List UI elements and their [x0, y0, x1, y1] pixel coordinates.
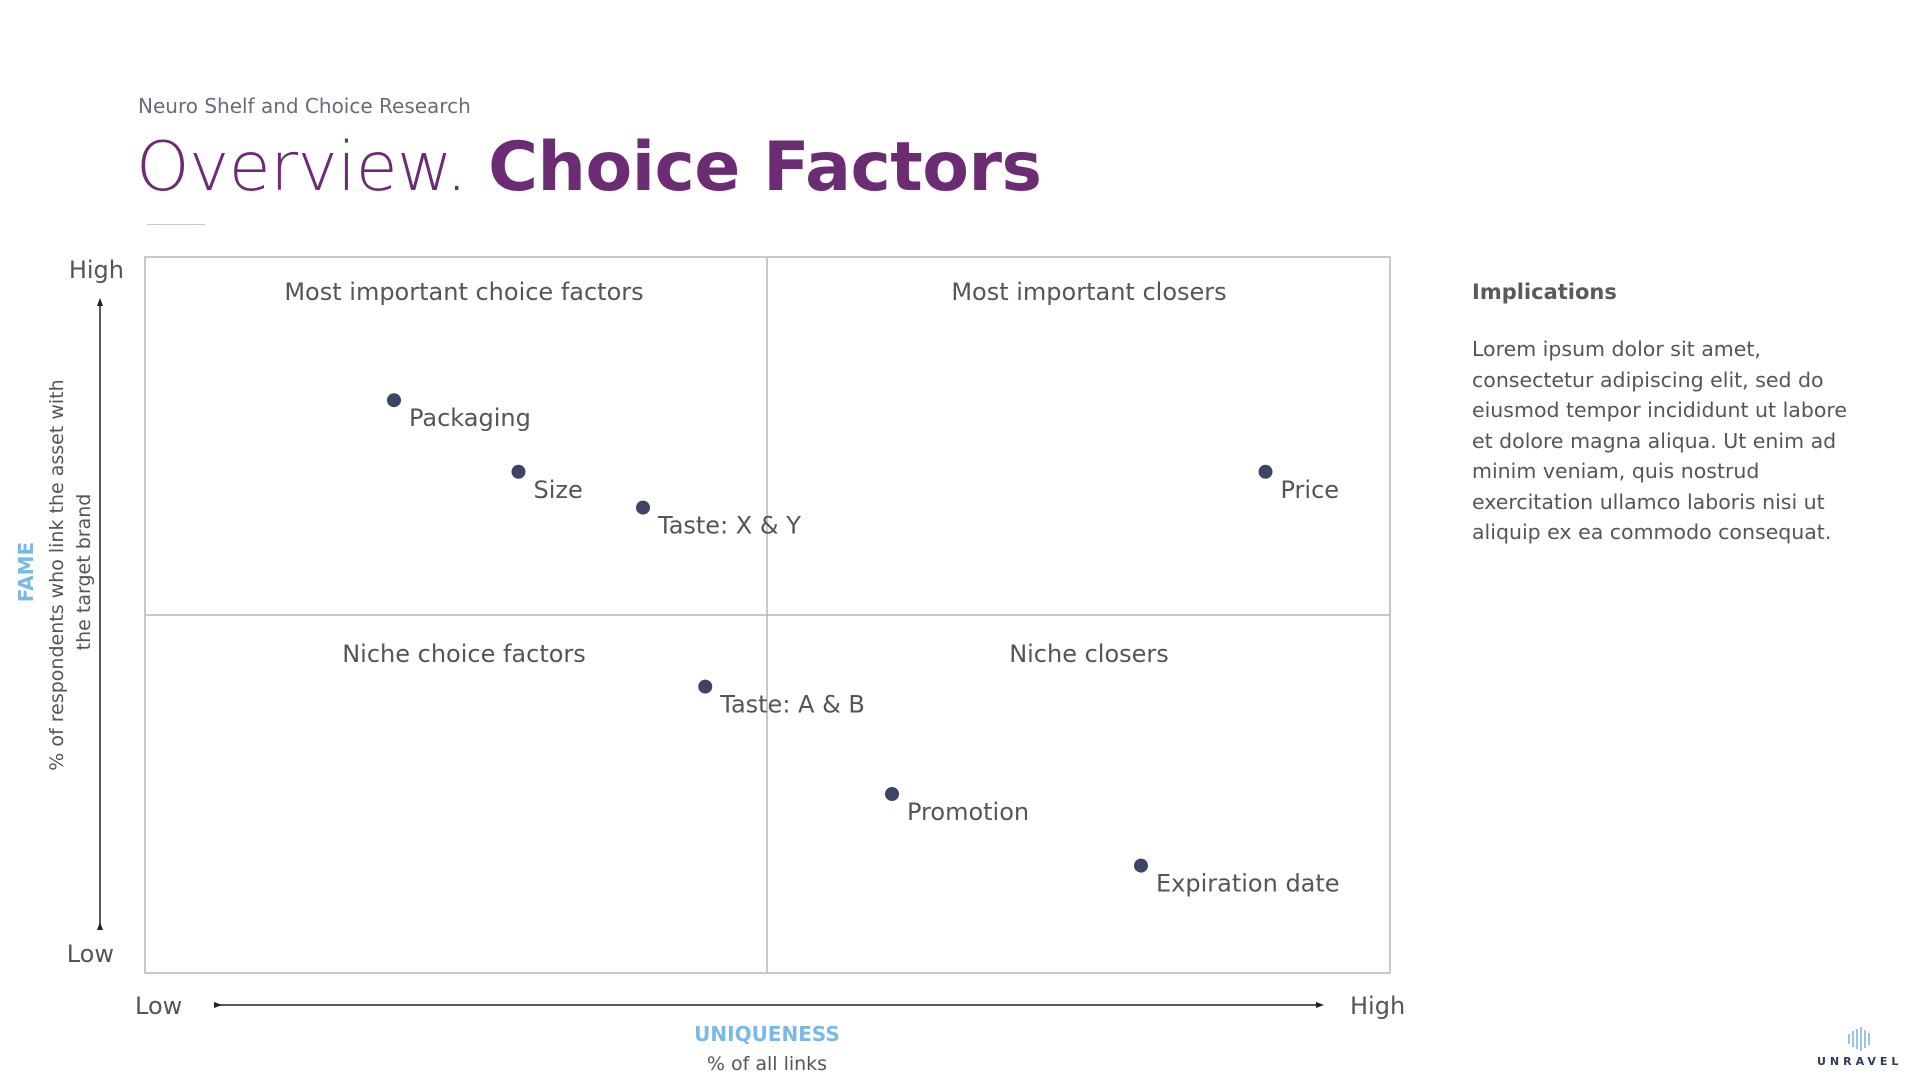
- quadrant-label-bottom-left: Niche choice factors: [342, 640, 586, 668]
- data-point: [511, 464, 526, 479]
- data-point-label: Price: [1281, 476, 1340, 504]
- quadrant-label-top-left: Most important choice factors: [284, 278, 643, 306]
- data-point: [885, 787, 899, 801]
- page-title-bold: Choice Factors: [488, 128, 1042, 207]
- data-points: Packaging Size Taste: X & Y Price Taste: A &…: [387, 393, 1340, 898]
- data-point-label: Packaging: [409, 404, 531, 432]
- logo-wordmark: UNRAVEL: [1817, 1055, 1903, 1068]
- page-title: Overview. Choice Factors: [136, 128, 1042, 208]
- y-axis-subtitle-line-1: % of respondents who link the asset with: [46, 379, 68, 770]
- data-point-label: Expiration date: [1156, 870, 1340, 898]
- quadrant-label-top-right: Most important closers: [951, 278, 1226, 306]
- x-axis-title: UNIQUENESS: [694, 1022, 840, 1046]
- y-axis-low-label: Low: [67, 940, 114, 968]
- quadrant-label-bottom-right: Niche closers: [1009, 640, 1169, 668]
- x-axis-high-label: High: [1350, 992, 1405, 1020]
- data-point-label: Taste: A & B: [719, 691, 865, 719]
- data-point-label: Size: [534, 476, 583, 504]
- data-point: [1134, 858, 1148, 873]
- data-point: [698, 679, 713, 694]
- x-axis-subtitle: % of all links: [707, 1053, 827, 1075]
- y-axis-subtitle: % of respondents who link the asset with…: [46, 373, 95, 770]
- page-subtitle: Neuro Shelf and Choice Research: [138, 94, 471, 118]
- unravel-logo-icon: [1848, 1027, 1870, 1051]
- data-point-label: Promotion: [907, 798, 1029, 826]
- page-title-light: Overview.: [136, 128, 468, 207]
- title-divider: [147, 224, 205, 225]
- x-axis-low-label: Low: [135, 992, 182, 1020]
- implications-body: Lorem ipsum dolor sit amet, consectetur …: [1472, 337, 1848, 544]
- y-axis-high-label: High: [69, 256, 124, 284]
- y-axis-title: FAME: [14, 542, 38, 602]
- implications-heading: Implications: [1472, 280, 1617, 304]
- data-point-label: Taste: X & Y: [657, 512, 801, 540]
- data-point: [1258, 464, 1273, 479]
- y-axis-subtitle-line-2: the target brand: [73, 494, 95, 651]
- data-point: [387, 393, 401, 408]
- implications-panel: Implications Lorem ipsum dolor sit amet,…: [1472, 280, 1872, 548]
- data-point: [636, 500, 650, 515]
